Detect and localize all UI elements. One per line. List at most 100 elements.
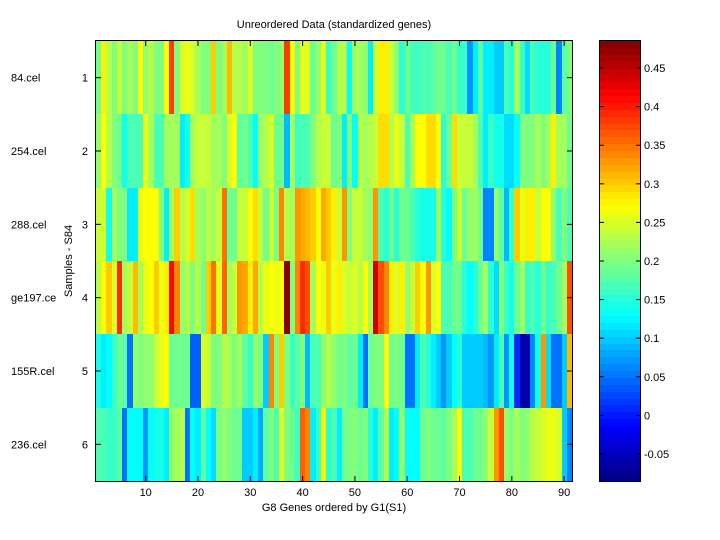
heatmap-cell-r2-c7 — [127, 114, 133, 188]
heatmap-cell-r4-c66 — [436, 261, 441, 334]
heatmap-cell-r5-c90 — [562, 334, 567, 408]
heatmap-cell-r3-c20 — [195, 188, 201, 261]
heatmap-cell-r1-c55 — [378, 41, 384, 114]
colorbar-band — [600, 405, 640, 412]
heatmap-cell-r1-c73 — [473, 41, 478, 114]
colorbar-band — [600, 412, 640, 419]
colorbar-band — [600, 179, 640, 185]
heatmap-cells — [96, 41, 572, 481]
colorbar-band — [600, 419, 640, 426]
heatmap-cell-r6-c78 — [499, 408, 504, 481]
heatmap-cell-r3-c30 — [248, 188, 253, 261]
heatmap-cell-r2-c43 — [316, 114, 321, 188]
x-tick-label: 60 — [401, 487, 413, 499]
colorbar-band — [600, 350, 640, 357]
colorbar-ticks: -0.05 0 0.05 0.1 0.15 0.2 0.25 0.3 0.35 0.4 0.45 — [600, 63, 669, 461]
heatmap-cell-r3-c83 — [525, 188, 530, 261]
heatmap-cell-r4-c27 — [232, 261, 237, 334]
heatmap-cell-r4-c41 — [305, 261, 310, 334]
heatmap-cell-r3-c2 — [101, 188, 106, 261]
heatmap-cell-r2-c82 — [520, 114, 525, 188]
heatmap-cell-r6-c32 — [258, 408, 263, 481]
heatmap-cell-r3-c88 — [551, 188, 556, 261]
heatmap-cell-r6-c86 — [541, 408, 546, 481]
heatmap-cell-r4-c58 — [394, 261, 399, 334]
heatmap-cell-r4-c78 — [499, 261, 504, 334]
heatmap-cell-r5-c88 — [551, 334, 556, 408]
colorbar-band — [600, 220, 640, 227]
heatmap-cell-r1-c18 — [185, 41, 190, 114]
heatmap-cell-r5-c12 — [154, 334, 159, 408]
heatmap-cell-r4-c4 — [112, 261, 117, 334]
heatmap-cell-r4-c37 — [284, 261, 290, 334]
colorbar-band — [600, 282, 640, 289]
colorbar-band — [600, 48, 640, 55]
heatmap-cell-r2-c55 — [378, 114, 384, 188]
heatmap-cell-r5-c2 — [101, 334, 106, 408]
heatmap-cell-r4-c25 — [222, 261, 227, 334]
heatmap-cell-r6-c49 — [347, 408, 352, 481]
heatmap-cell-r2-c29 — [242, 114, 248, 188]
heatmap-cell-r1-c52 — [363, 41, 368, 114]
heatmap-cell-r6-c80 — [509, 408, 514, 481]
row-label: 288.cel — [11, 219, 46, 231]
colorbar-tick-label: 0.3 — [644, 179, 659, 191]
heatmap-cell-r6-c42 — [310, 408, 316, 481]
y-tick-label: 4 — [82, 293, 88, 305]
colorbar-tick-label: 0.45 — [644, 63, 665, 75]
heatmap-cell-r4-c38 — [290, 261, 295, 334]
colorbar-band — [600, 302, 640, 309]
heatmap-cell-r3-c79 — [504, 188, 509, 261]
heatmap-cell-r4-c40 — [300, 261, 305, 334]
heatmap-cell-r4-c79 — [504, 261, 509, 334]
heatmap-cell-r5-c64 — [426, 334, 431, 408]
heatmap-cell-r4-c87 — [546, 261, 551, 334]
heatmap-cell-r2-c59 — [399, 114, 405, 188]
colorbar-band — [600, 96, 640, 103]
heatmap-cell-r2-c86 — [541, 114, 546, 188]
colorbar-band — [600, 103, 640, 110]
heatmap-cell-r1-c31 — [253, 41, 258, 114]
heatmap-cell-r4-c10 — [143, 261, 148, 334]
colorbar-tick-label: 0.4 — [644, 102, 659, 114]
heatmap-cell-r3-c24 — [216, 188, 222, 261]
heatmap-cell-r2-c2 — [101, 114, 106, 188]
heatmap-cell-r3-c52 — [363, 188, 368, 261]
heatmap-cell-r5-c63 — [420, 334, 426, 408]
heatmap-cell-r1-c56 — [384, 41, 389, 114]
y-tick-label: 6 — [82, 439, 88, 451]
colorbar-band — [600, 316, 640, 323]
heatmap-cell-r4-c81 — [514, 261, 520, 334]
heatmap-cell-r3-c27 — [232, 188, 237, 261]
row-label: 155R.cel — [11, 366, 54, 378]
heatmap-cell-r4-c49 — [347, 261, 352, 334]
heatmap-cell-r3-c28 — [237, 188, 242, 261]
heatmap-cell-r6-c46 — [331, 408, 337, 481]
heatmap-cell-r2-c32 — [258, 114, 263, 188]
heatmap-cell-r4-c70 — [457, 261, 462, 334]
heatmap-cell-r5-c30 — [248, 334, 253, 408]
heatmap-cell-r1-c82 — [520, 41, 525, 114]
heatmap-cell-r3-c44 — [321, 188, 326, 261]
heatmap-cell-r2-c39 — [295, 114, 300, 188]
heatmap-cell-r3-c29 — [242, 188, 248, 261]
heatmap-cell-r1-c65 — [431, 41, 436, 114]
heatmap-cell-r3-c57 — [389, 188, 394, 261]
heatmap-cell-r2-c74 — [478, 114, 483, 188]
colorbar-tick-label: 0.35 — [644, 140, 665, 152]
x-axis-label: G8 Genes ordered by G1(S1) — [262, 502, 406, 514]
heatmap-cell-r3-c64 — [426, 188, 431, 261]
heatmap-cell-r4-c7 — [127, 261, 133, 334]
colorbar-band — [600, 89, 640, 96]
heatmap-cell-r4-c17 — [180, 261, 185, 334]
heatmap-cell-r3-c55 — [378, 188, 384, 261]
heatmap-cell-r4-c67 — [441, 261, 446, 334]
heatmap-cell-r2-c68 — [446, 114, 452, 188]
colorbar-band — [600, 268, 640, 275]
heatmap-cell-r2-c76 — [488, 114, 494, 188]
heatmap-cell-r6-c67 — [441, 408, 446, 481]
heatmap-cell-r6-c85 — [535, 408, 541, 481]
heatmap-cell-r1-c23 — [211, 41, 216, 114]
heatmap-cell-r5-c18 — [185, 334, 190, 408]
heatmap-cell-r3-c34 — [269, 188, 274, 261]
